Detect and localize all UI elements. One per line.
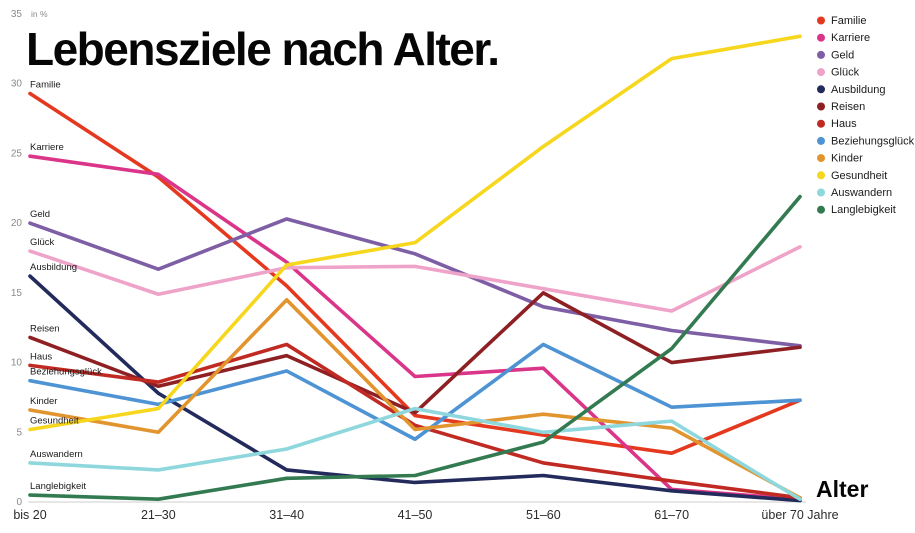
series-line-geld xyxy=(28,217,802,348)
y-tick-label: 30 xyxy=(11,79,23,90)
x-tick-label: 31–40 xyxy=(269,508,304,522)
legend-item-gesundheit: Gesundheit xyxy=(831,170,887,182)
legend-swatch-geld xyxy=(817,50,825,59)
series-start-label-glück: Glück xyxy=(30,237,55,248)
x-tick-label: 21–30 xyxy=(141,508,176,522)
y-tick-label: 10 xyxy=(11,358,23,369)
series-line-kinder xyxy=(28,298,802,500)
x-tick-label: 61–70 xyxy=(654,508,689,522)
legend-swatch-familie xyxy=(817,16,825,25)
chart-title: Lebensziele nach Alter. xyxy=(26,23,500,75)
legend-swatch-glück xyxy=(817,68,825,77)
series-line-langlebigkeit xyxy=(28,194,802,502)
legend-swatch-ausbildung xyxy=(817,85,825,94)
x-tick-label: 51–60 xyxy=(526,508,561,522)
legend-item-reisen: Reisen xyxy=(831,101,865,113)
legend-item-glück: Glück xyxy=(831,67,860,79)
series-line-haus xyxy=(28,342,802,500)
legend-item-ausbildung: Ausbildung xyxy=(831,84,885,96)
series-start-label-beziehungsglück: Beziehungsglück xyxy=(30,367,102,378)
series-start-label-haus: Haus xyxy=(30,351,52,362)
y-tick-label: 0 xyxy=(16,497,22,508)
x-tick-label: über 70 Jahre xyxy=(761,508,838,522)
legend-item-auswandern: Auswandern xyxy=(831,187,892,199)
series-line-glück xyxy=(28,245,802,313)
series-line-ausbildung xyxy=(28,274,802,503)
series-start-label-langlebigkeit: Langlebigkeit xyxy=(30,481,86,492)
series-line-reisen xyxy=(28,291,802,415)
x-tick-label: 41–50 xyxy=(398,508,433,522)
x-tick-label: bis 20 xyxy=(13,508,46,522)
series-line-beziehungsglück xyxy=(28,342,802,442)
legend-swatch-haus xyxy=(817,119,825,128)
series-line-auswandern xyxy=(28,406,802,502)
y-tick-label: 35 xyxy=(11,9,23,20)
legend-swatch-beziehungsglück xyxy=(817,136,825,145)
legend-item-familie: Familie xyxy=(831,15,866,27)
y-axis-unit-label: in % xyxy=(31,9,48,19)
legend-item-beziehungsglück: Beziehungsglück xyxy=(831,135,915,147)
series-start-label-kinder: Kinder xyxy=(30,396,57,407)
series-start-label-auswandern: Auswandern xyxy=(30,449,83,460)
series-line-gesundheit xyxy=(28,34,802,432)
legend-swatch-kinder xyxy=(817,154,825,163)
series-start-label-gesundheit: Gesundheit xyxy=(30,415,79,426)
legend-swatch-langlebigkeit xyxy=(817,205,825,214)
legend-item-langlebigkeit: Langlebigkeit xyxy=(831,204,896,216)
series-start-label-familie: Familie xyxy=(30,79,61,90)
legend-item-geld: Geld xyxy=(831,49,854,61)
series-start-label-karriere: Karriere xyxy=(30,142,64,153)
legend-swatch-reisen xyxy=(817,102,825,111)
series-start-label-ausbildung: Ausbildung xyxy=(30,262,77,273)
legend-swatch-gesundheit xyxy=(817,171,825,180)
series-start-label-geld: Geld xyxy=(30,209,50,220)
y-tick-label: 20 xyxy=(11,218,23,229)
legend-item-haus: Haus xyxy=(831,118,857,130)
y-tick-label: 25 xyxy=(11,148,23,159)
legend-item-kinder: Kinder xyxy=(831,153,863,165)
series-line-familie xyxy=(28,91,802,456)
series-start-label-reisen: Reisen xyxy=(30,323,60,334)
y-tick-label: 5 xyxy=(16,427,22,438)
legend-swatch-auswandern xyxy=(817,188,825,197)
legend-item-karriere: Karriere xyxy=(831,32,870,44)
legend-swatch-karriere xyxy=(817,33,825,42)
x-axis-title: Alter xyxy=(816,476,869,502)
y-tick-label: 15 xyxy=(11,288,23,299)
